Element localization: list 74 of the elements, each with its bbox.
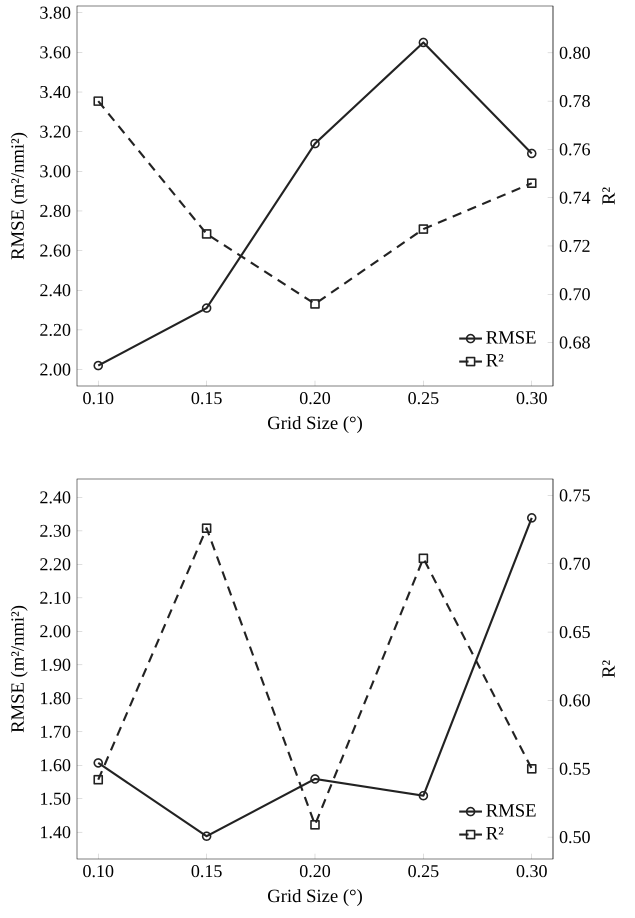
y-tick-label: 3.80 (40, 6, 70, 19)
x-tick-label: 0.20 (300, 392, 330, 404)
y2-tick-label: 0.68 (560, 336, 590, 349)
y-tick-label: 2.80 (40, 204, 70, 218)
point (526, 764, 537, 774)
point (93, 96, 104, 106)
point (310, 774, 320, 784)
legend-label: RMSE (486, 804, 536, 817)
y2-axis-title: R² (602, 187, 615, 204)
legend-label: R² (486, 354, 504, 366)
x-tick-label: 0.10 (83, 392, 114, 404)
x-tick-label: 0.10 (83, 865, 114, 878)
point (93, 774, 104, 785)
y-tick-label: 1.70 (41, 726, 70, 738)
point (526, 178, 537, 188)
point (310, 299, 320, 309)
point (202, 831, 212, 842)
y2-tick-label: 0.75 (560, 489, 590, 502)
y2-tick-label: 0.70 (560, 558, 590, 570)
y2-tick-label: 0.72 (560, 240, 590, 252)
y2-tick-label: 0.78 (560, 95, 590, 108)
point (418, 224, 428, 234)
x-axis-title: Grid Size (°) (268, 416, 362, 434)
y2-tick-label: 0.74 (560, 192, 590, 204)
y-tick-label: 2.40 (40, 491, 70, 504)
y2-tick-label: 0.80 (560, 46, 590, 59)
point (202, 523, 212, 534)
legend-label: RMSE (486, 331, 536, 344)
point (526, 513, 537, 523)
point (526, 148, 537, 158)
y2-tick-label: 0.76 (560, 143, 590, 156)
y-tick-label: 1.50 (41, 792, 70, 805)
y-tick-label: 2.00 (40, 625, 70, 638)
point (202, 303, 212, 313)
x-tick-label: 0.25 (408, 865, 438, 878)
y-tick-label: 3.20 (40, 126, 70, 138)
y-tick-label: 2.60 (40, 244, 70, 257)
y-axis-title: RMSE (m²/nmi²) (10, 606, 28, 732)
x-tick-label: 0.15 (192, 392, 222, 404)
point (418, 38, 428, 48)
y2-tick-label: 0.55 (560, 762, 590, 775)
y-tick-label: 2.40 (40, 284, 70, 296)
y2-tick-label: 0.65 (560, 626, 590, 638)
y-tick-label: 2.20 (40, 558, 70, 570)
y-tick-label: 1.90 (41, 658, 70, 671)
x-tick-label: 0.30 (516, 865, 547, 878)
point (93, 758, 104, 768)
y-axis-title: RMSE (m²/nmi²) (10, 132, 28, 260)
x-tick-label: 0.30 (516, 392, 547, 404)
point (202, 229, 212, 239)
x-tick-label: 0.20 (300, 865, 330, 878)
y2-tick-label: 0.50 (560, 830, 590, 844)
point (418, 790, 428, 801)
x-tick-label: 0.25 (408, 392, 438, 404)
y-tick-label: 1.60 (41, 759, 70, 772)
y-tick-label: 1.80 (41, 692, 70, 704)
x-tick-label: 0.15 (192, 865, 222, 878)
y2-axis-title: R² (602, 660, 615, 678)
y-tick-label: 2.00 (40, 363, 70, 376)
y-tick-label: 2.30 (40, 524, 70, 537)
y-tick-label: 3.60 (40, 46, 70, 58)
point (418, 553, 428, 564)
x-axis-title: Grid Size (°) (268, 889, 362, 906)
y-tick-label: 3.00 (40, 165, 70, 178)
y-tick-label: 3.40 (40, 86, 70, 98)
y2-tick-label: 0.70 (560, 288, 590, 300)
point (93, 360, 104, 370)
y2-tick-label: 0.60 (560, 694, 590, 707)
point (310, 820, 320, 830)
y-tick-label: 2.20 (40, 324, 70, 336)
y-tick-label: 1.40 (41, 826, 70, 838)
y-tick-label: 2.10 (40, 592, 70, 604)
point (310, 138, 320, 148)
legend-label: R² (486, 827, 504, 840)
